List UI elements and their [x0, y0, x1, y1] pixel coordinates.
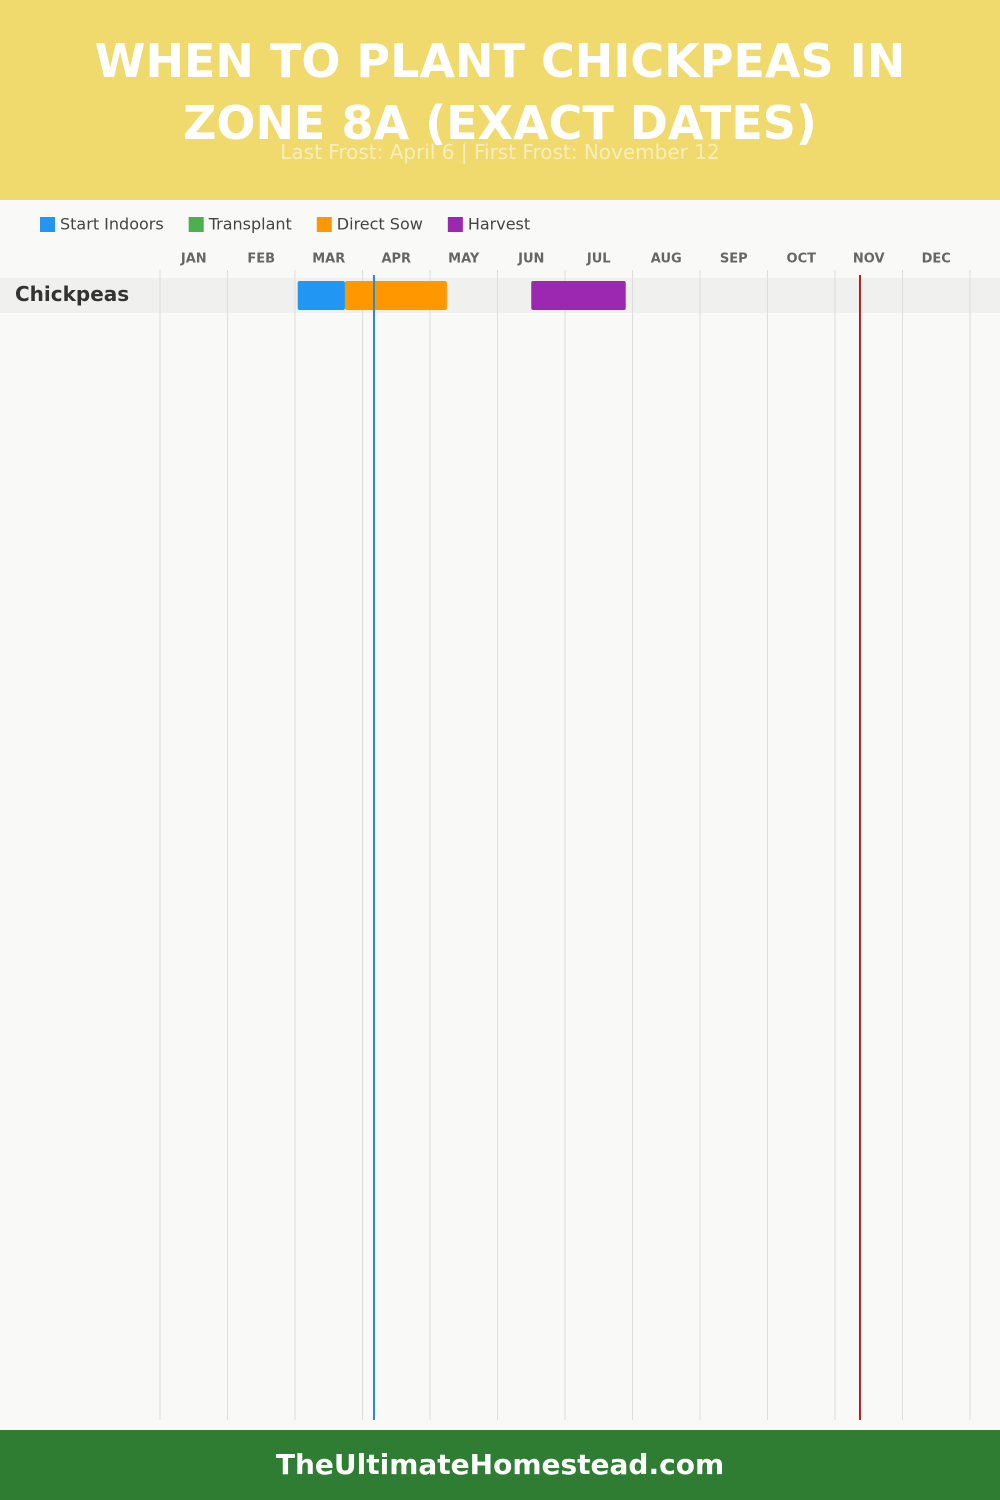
legend-label: Start Indoors: [60, 215, 164, 234]
chart-subtitle: Last Frost: April 6 | First Frost: Novem…: [280, 140, 720, 164]
legend-label: Direct Sow: [337, 215, 423, 234]
x-tick-label: SEP: [720, 252, 748, 267]
chart: Start Indoors Transplant Direct Sow Harvest…: [0, 215, 1000, 1420]
x-tick-label: JAN: [180, 252, 207, 267]
gantt-bar: [344, 281, 447, 310]
x-tick-label: OCT: [787, 252, 817, 267]
header: When to Plant Chickpeas in Zone 8a (Exac…: [0, 0, 1000, 200]
legend-swatch: [447, 217, 463, 232]
gantt-bar: [531, 281, 626, 310]
row-band: [0, 278, 1000, 313]
legend-swatch: [316, 217, 332, 232]
chart-title: When to Plant Chickpeas in Zone 8a (Exac…: [94, 34, 906, 150]
x-tick-label: DEC: [922, 252, 951, 267]
category-label: Chickpeas: [15, 282, 129, 306]
x-tick-label: JUN: [517, 252, 544, 267]
x-tick-label: MAY: [448, 252, 480, 267]
legend-label: Transplant: [208, 215, 292, 234]
x-tick-label: FEB: [247, 252, 275, 267]
legend-swatch: [188, 217, 204, 232]
x-tick-label: NOV: [853, 252, 885, 267]
x-tick-label: AUG: [651, 252, 682, 267]
legend-swatch: [40, 217, 55, 232]
gantt-bar: [297, 281, 345, 310]
x-tick-label: MAR: [312, 252, 345, 267]
x-tick-label: APR: [381, 252, 411, 267]
legend-label: Harvest: [468, 215, 530, 234]
x-tick-label: JUL: [586, 252, 611, 267]
footer: TheUltimateHomestead.com: [0, 1430, 1000, 1500]
